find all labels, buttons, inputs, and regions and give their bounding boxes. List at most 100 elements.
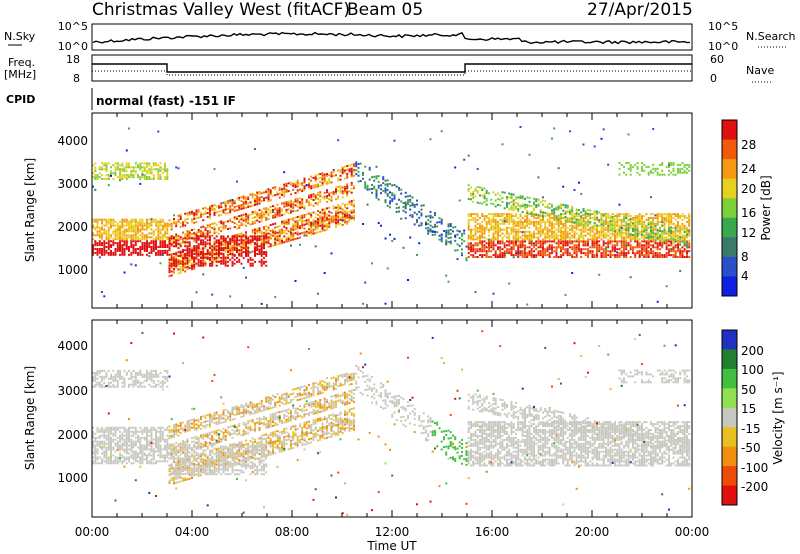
power-cell (249, 256, 252, 259)
power-cell (503, 222, 506, 225)
power-cell (530, 244, 533, 247)
power-cell (132, 234, 135, 237)
power-cell (188, 259, 191, 262)
power-cell (533, 207, 535, 210)
power-cell (573, 224, 576, 227)
power-cell (240, 246, 243, 248)
power-cell (501, 238, 504, 241)
power-cell (517, 252, 520, 255)
power-cell (575, 240, 578, 243)
power-cell (179, 218, 182, 220)
power-cell (233, 239, 236, 242)
power-cell (98, 234, 101, 237)
power-cell (92, 185, 94, 188)
power-cell (512, 254, 515, 257)
power-cell (413, 223, 416, 226)
power-cell (611, 220, 614, 222)
power-cell (238, 254, 241, 257)
power-cell (497, 230, 499, 233)
power-cell (197, 247, 200, 250)
power-cell (395, 207, 398, 209)
power-cell (587, 254, 589, 257)
power-cell (663, 238, 666, 241)
power-cell (231, 241, 234, 244)
power-cell (582, 234, 585, 237)
power-cell (290, 183, 292, 186)
power-cell (528, 236, 531, 239)
power-cell (107, 226, 110, 229)
power-cell (551, 248, 553, 251)
power-cell (346, 187, 349, 190)
power-cell (256, 201, 259, 204)
power-cell (492, 203, 495, 205)
power-cell (188, 261, 191, 264)
power-cell (179, 236, 182, 239)
power-cell (562, 244, 565, 247)
power-cell (393, 139, 396, 142)
power-cell (267, 242, 270, 244)
power-cell (596, 254, 598, 257)
power-cell (233, 202, 236, 205)
power-cell (672, 230, 675, 233)
power-cell (188, 253, 191, 256)
power-cell (638, 233, 641, 236)
power-cell (470, 192, 472, 195)
power-cell (303, 231, 306, 234)
velocity-cell (94, 462, 97, 465)
power-cell (209, 243, 211, 246)
power-cell (560, 246, 562, 249)
velocity-cell (101, 383, 103, 386)
power-cell (688, 165, 691, 168)
power-cell (528, 252, 531, 255)
colorbar-swatch (722, 256, 737, 277)
power-cell (265, 253, 268, 255)
power-cell (260, 260, 263, 263)
velocity-cell (98, 385, 101, 388)
power-cell (346, 214, 349, 217)
power-cell (661, 218, 664, 221)
power-cell (593, 210, 596, 213)
velocity-cell (98, 371, 101, 374)
power-cell (173, 214, 175, 217)
power-cell (499, 204, 502, 207)
power-cell (263, 227, 265, 230)
power-cell (548, 213, 551, 216)
power-cell (161, 238, 164, 241)
power-cell (503, 228, 506, 231)
velocity-cell (103, 456, 106, 459)
power-cell (571, 228, 574, 231)
power-cell (218, 210, 220, 213)
power-cell (436, 221, 439, 224)
power-cell (672, 167, 675, 170)
power-cell (668, 240, 670, 243)
power-cell (533, 203, 535, 206)
power-cell (143, 248, 146, 250)
power-cell (384, 191, 387, 194)
power-cell (560, 218, 562, 221)
power-cell (533, 222, 535, 225)
power-cell (249, 241, 252, 244)
power-cell (650, 252, 652, 255)
power-cell (249, 201, 252, 204)
power-cell (240, 224, 243, 227)
velocity-cell (101, 458, 103, 461)
power-cell (107, 174, 110, 177)
power-cell (524, 234, 526, 237)
power-cell (116, 226, 119, 229)
power-cell (278, 240, 281, 243)
power-cell (512, 238, 515, 241)
power-cell (146, 228, 148, 231)
power-cell (229, 249, 232, 252)
power-cell (218, 228, 220, 231)
power-cell (233, 226, 236, 229)
power-cell (681, 228, 684, 231)
power-cell (539, 226, 542, 229)
power-cell (665, 237, 668, 240)
power-cell (105, 162, 108, 165)
power-cell (263, 213, 265, 216)
power-cell (242, 266, 245, 269)
power-cell (188, 254, 191, 257)
power-cell (625, 244, 628, 247)
power-cell (593, 236, 596, 239)
power-cell (292, 188, 295, 191)
